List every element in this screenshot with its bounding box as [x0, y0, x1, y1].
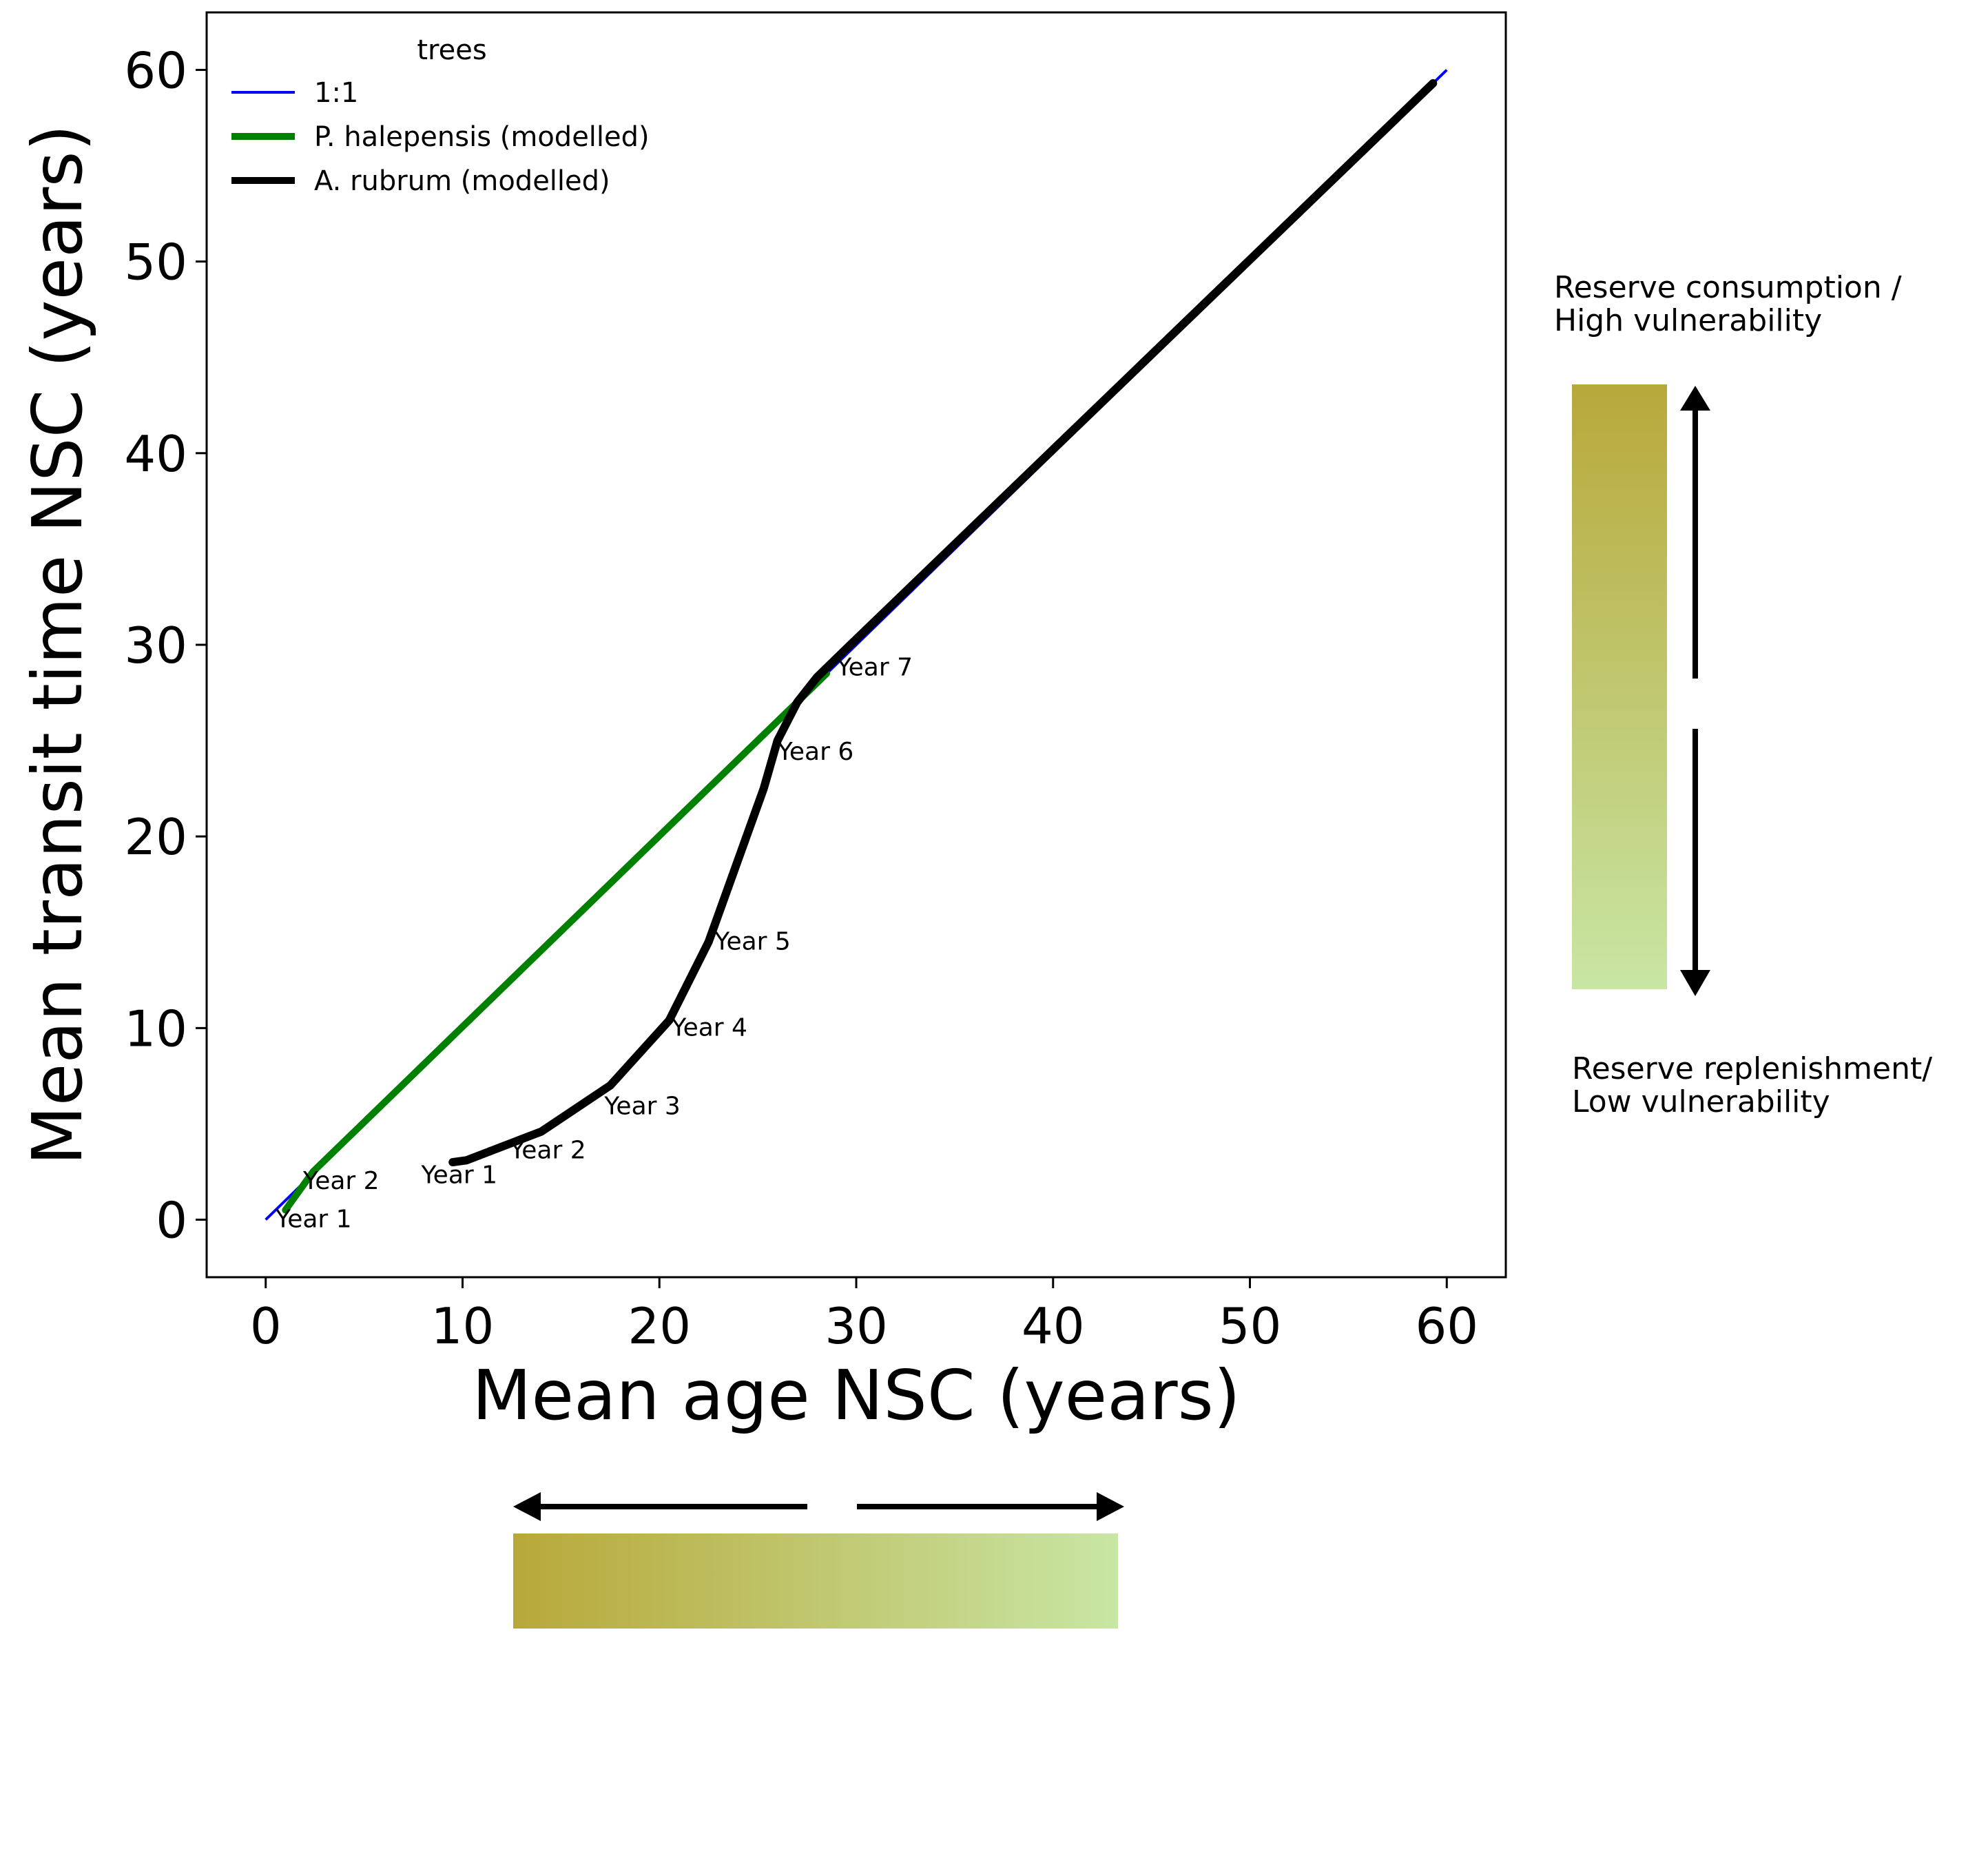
horizontal-gradient-bar: [513, 1533, 1118, 1629]
legend-label-a-rubrum: A. rubrum (modelled): [314, 165, 610, 197]
x-axis-ticks: 0 10 20 30 40 50 60: [250, 1277, 1478, 1355]
y-tick-label: 50: [124, 234, 187, 291]
x-tick-label: 40: [1022, 1297, 1085, 1355]
series-line-a-rubrum: [448, 79, 1438, 1167]
y-tick-label: 60: [124, 41, 187, 99]
high-vulnerability-label: High vulnerability: [1554, 303, 1822, 338]
year-annotation: Year 1: [275, 1206, 352, 1234]
year-annotation: Year 2: [302, 1167, 380, 1195]
x-tick-label: 30: [825, 1297, 888, 1355]
year-annotation: Year 6: [777, 738, 854, 766]
x-tick-label: 50: [1219, 1297, 1282, 1355]
year-annotation: Year 2: [509, 1137, 586, 1165]
year-annotation: Year 1: [420, 1161, 497, 1190]
x-tick-label: 10: [431, 1297, 495, 1355]
y-axis-title: Mean transit time NSC (years): [17, 125, 98, 1166]
series-layer: [265, 69, 1448, 1221]
legend: trees 1:1 P. halepensis (modelled) A. ru…: [231, 34, 650, 197]
x-tick-label: 60: [1415, 1297, 1478, 1355]
arrow-left-icon: [513, 1492, 541, 1521]
y-tick-label: 20: [124, 808, 187, 866]
annotation-layer: Year 1 Year 2 Year 1 Year 2 Year 3 Year 4 Year…: [275, 654, 913, 1234]
y-tick-label: 0: [156, 1192, 187, 1250]
x-axis-title: Mean age NSC (years): [472, 1355, 1240, 1436]
vulnerability-indicator-vertical: Reserve consumption / High vulnerability…: [1554, 270, 1932, 1119]
vertical-gradient-bar: [1572, 384, 1667, 989]
low-vulnerability-label: Low vulnerability: [1572, 1084, 1830, 1119]
vulnerability-indicator-horizontal: [513, 1492, 1124, 1629]
legend-label-1-1: 1:1: [314, 77, 358, 109]
reserve-consumption-label: Reserve consumption /: [1554, 270, 1902, 305]
series-line-p-halepensis: [282, 670, 831, 1214]
arrow-up-icon: [1680, 386, 1710, 411]
legend-title: trees: [417, 34, 486, 66]
legend-label-p-halepensis: P. halepensis (modelled): [314, 121, 650, 153]
reserve-replenishment-label: Reserve replenishment/: [1572, 1051, 1932, 1086]
year-annotation: Year 3: [603, 1093, 681, 1121]
y-tick-label: 10: [124, 1000, 187, 1057]
year-annotation: Year 7: [836, 654, 913, 682]
arrow-right-icon: [1097, 1492, 1124, 1521]
year-annotation: Year 4: [670, 1013, 747, 1042]
x-tick-label: 0: [250, 1297, 282, 1355]
year-annotation: Year 5: [714, 927, 791, 955]
x-tick-label: 20: [628, 1297, 691, 1355]
y-axis-ticks: 0 10 20 30 40 50 60: [124, 41, 207, 1250]
arrow-down-icon: [1680, 970, 1710, 996]
y-tick-label: 40: [124, 425, 187, 483]
y-tick-label: 30: [124, 617, 187, 674]
